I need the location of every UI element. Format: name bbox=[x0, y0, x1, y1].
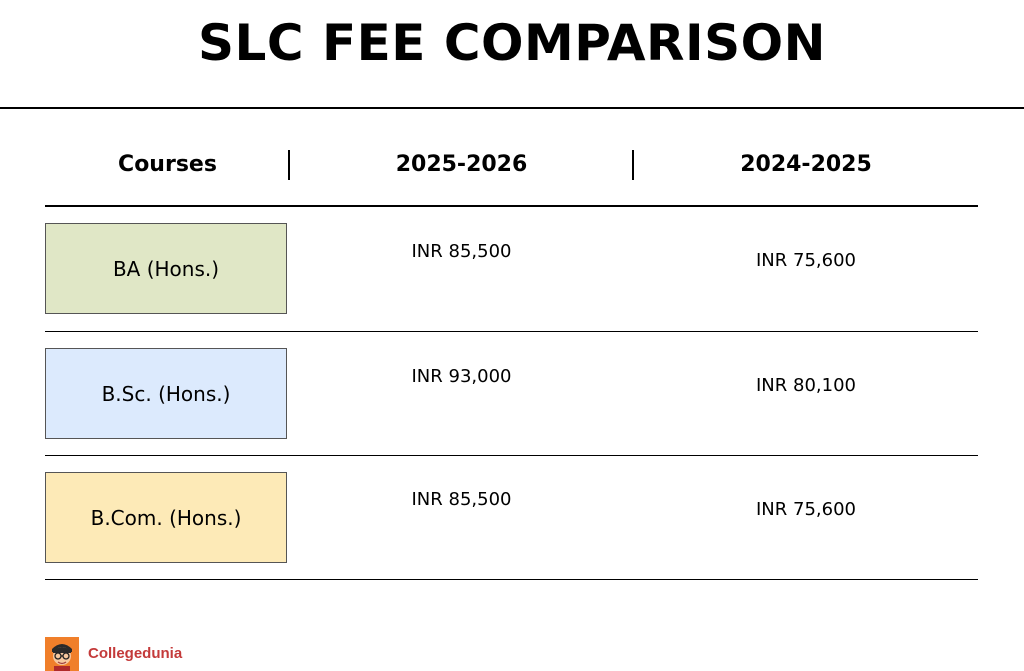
header-divider bbox=[45, 205, 978, 207]
header-2025-2026: 2025-2026 bbox=[395, 152, 528, 177]
fee-2024-2025-cell: INR 75,600 bbox=[756, 499, 856, 520]
header-separator bbox=[632, 150, 634, 180]
header-2024-2025: 2024-2025 bbox=[740, 152, 872, 177]
header-separator bbox=[288, 150, 290, 180]
fee-2025-2026-cell: INR 85,500 bbox=[411, 241, 512, 262]
student-avatar-icon bbox=[45, 637, 79, 671]
title-divider bbox=[0, 107, 1024, 109]
row-divider bbox=[45, 331, 978, 332]
fee-2025-2026-cell: INR 85,500 bbox=[411, 489, 512, 510]
brand-name: Collegedunia bbox=[88, 645, 183, 662]
header-courses: Courses bbox=[118, 152, 217, 177]
course-label: B.Sc. (Hons.) bbox=[101, 381, 231, 406]
course-cell-ba: BA (Hons.) bbox=[45, 223, 287, 314]
course-cell-bsc: B.Sc. (Hons.) bbox=[45, 348, 287, 439]
course-label: BA (Hons.) bbox=[112, 256, 220, 281]
course-label: B.Com. (Hons.) bbox=[90, 505, 242, 530]
fee-2025-2026-cell: INR 93,000 bbox=[411, 366, 512, 387]
row-divider bbox=[45, 455, 978, 456]
course-cell-bcom: B.Com. (Hons.) bbox=[45, 472, 287, 563]
row-divider bbox=[45, 579, 978, 580]
fee-2024-2025-cell: INR 75,600 bbox=[756, 250, 856, 271]
page-title: SLC FEE COMPARISON bbox=[197, 14, 827, 72]
fee-2024-2025-cell: INR 80,100 bbox=[756, 375, 856, 396]
